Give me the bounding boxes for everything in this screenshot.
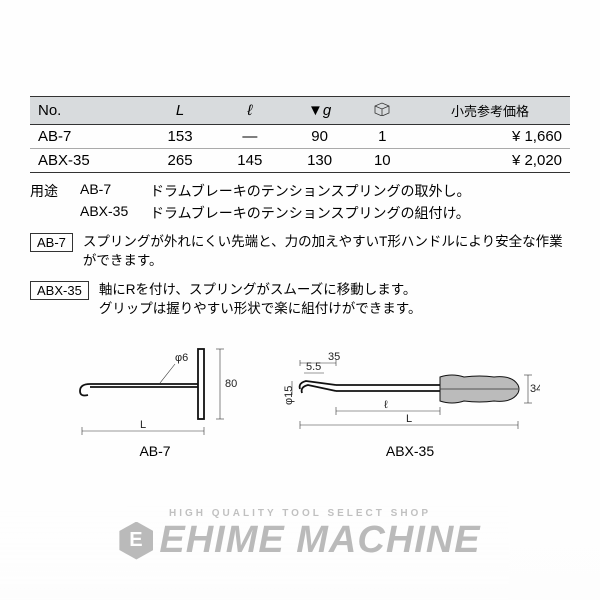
cell-no: ABX-35	[30, 149, 145, 173]
dim-tipl: 35	[328, 351, 340, 363]
usage-label: 用途	[30, 181, 80, 201]
diagram-label: AB-7	[139, 443, 170, 459]
desc-abx35: ABX-35 軸にRを付け、スプリングがスムーズに移動します。 グリップは握りや…	[30, 281, 570, 319]
cell-pack: 10	[354, 149, 410, 173]
cell-L: 265	[145, 149, 215, 173]
desc-tag: AB-7	[30, 233, 73, 252]
spec-table: No. L ℓ ▼g 小売参考価格 AB-7 153 — 90 1 ¥ 1,66…	[30, 96, 570, 173]
cell-price: ¥ 1,660	[410, 125, 570, 149]
watermark: HIGH QUALITY TOOL SELECT SHOP E EHIME MA…	[0, 480, 600, 600]
cell-l: 145	[215, 149, 285, 173]
cell-g: 90	[285, 125, 355, 149]
col-no: No.	[30, 97, 145, 125]
usage-block: 用途 AB-7 ドラムブレーキのテンションスプリングの取外し。 ABX-35 ド…	[30, 181, 570, 223]
watermark-hex-icon: E	[119, 522, 153, 560]
col-pack	[354, 97, 410, 125]
cell-pack: 1	[354, 125, 410, 149]
cell-L: 153	[145, 125, 215, 149]
cell-price: ¥ 2,020	[410, 149, 570, 173]
table-row: ABX-35 265 145 130 10 ¥ 2,020	[30, 149, 570, 173]
box-icon	[374, 102, 390, 116]
dim-phi: φ6	[175, 352, 188, 364]
desc-ab7: AB-7 スプリングが外れにくい先端と、力の加えやすいT形ハンドルにより安全な作…	[30, 233, 570, 271]
col-price: 小売参考価格	[410, 97, 570, 125]
desc-text: スプリングが外れにくい先端と、力の加えやすいT形ハンドルにより安全な作業ができま…	[83, 233, 570, 271]
diagram-ab7: 80 φ6 L AB-7	[60, 339, 250, 459]
col-L: L	[145, 97, 215, 125]
dim-L: L	[140, 419, 146, 431]
usage-text: ドラムブレーキのテンションスプリングの取外し。	[150, 181, 570, 201]
watermark-big: E EHIME MACHINE	[119, 519, 480, 562]
dim-l: ℓ	[384, 399, 388, 411]
cell-g: 130	[285, 149, 355, 173]
col-l: ℓ	[215, 97, 285, 125]
cell-l: —	[215, 125, 285, 149]
usage-no: AB-7	[80, 181, 150, 201]
desc-tag: ABX-35	[30, 281, 89, 300]
watermark-small: HIGH QUALITY TOOL SELECT SHOP	[169, 508, 431, 519]
dim-handleh: 34	[530, 383, 540, 395]
diagram-abx35: 5.5 35 φ15	[280, 339, 540, 459]
desc-text: 軸にRを付け、スプリングがスムーズに移動します。 グリップは握りやすい形状で楽に…	[99, 281, 570, 319]
dim-height: 80	[225, 378, 237, 390]
usage-text: ドラムブレーキのテンションスプリングの組付け。	[150, 203, 570, 223]
cell-no: AB-7	[30, 125, 145, 149]
diagrams: 80 φ6 L AB-7 5.5	[30, 339, 570, 459]
col-g: ▼g	[285, 97, 355, 125]
diagram-label: ABX-35	[386, 443, 434, 459]
watermark-text: EHIME MACHINE	[159, 519, 480, 562]
dim-phi: φ15	[283, 385, 295, 404]
usage-no: ABX-35	[80, 203, 150, 223]
dim-L: L	[406, 413, 412, 425]
table-row: AB-7 153 — 90 1 ¥ 1,660	[30, 125, 570, 149]
